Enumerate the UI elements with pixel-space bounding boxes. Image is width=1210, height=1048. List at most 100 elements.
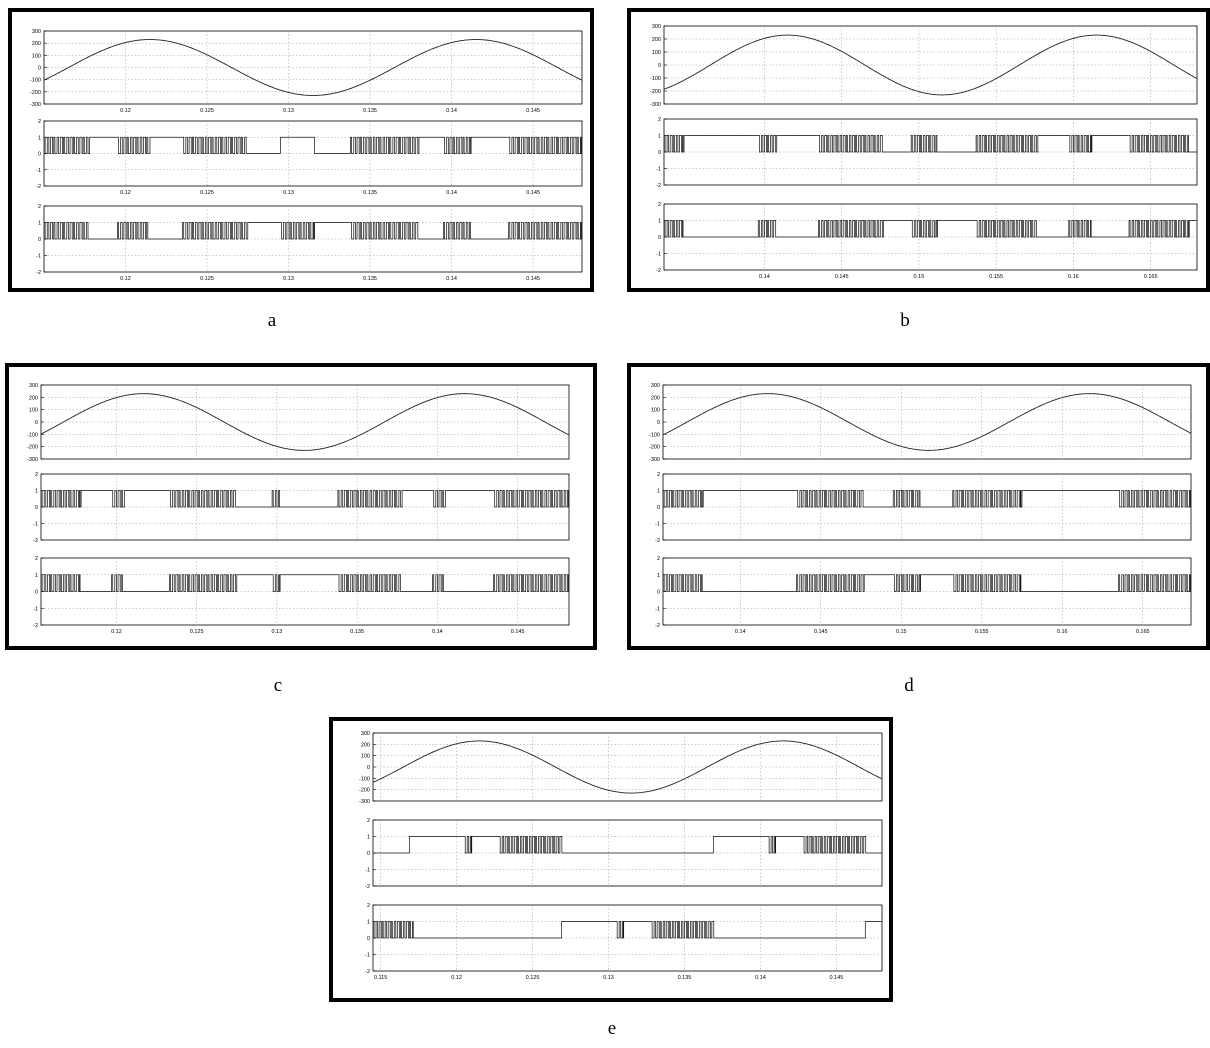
x-tick-label: 0.115 xyxy=(374,975,387,981)
y-tick-label: 0 xyxy=(367,765,370,771)
y-tick-label: -1 xyxy=(655,606,660,612)
chart-panel-c: -300 -200 -100 0 100 200 300 -2 -1 0 1 2 -2 -1 0 1 2 0.12… xyxy=(5,363,597,650)
y-tick-label: 100 xyxy=(652,50,661,56)
subplot-a-1: -300 -200 -100 0 100 200 300 0.12 0.125 0.13 0.135… xyxy=(30,29,583,114)
y-tick-label: 1 xyxy=(657,489,660,495)
x-tick-label: 0.165 xyxy=(1136,629,1150,635)
x-tick-label: 0.135 xyxy=(350,629,364,635)
x-tick-label: 0.15 xyxy=(914,274,925,280)
y-tick-label: -2 xyxy=(33,623,38,629)
chart-panel-d: -300 -200 -100 0 100 200 300 -2 -1 0 1 2 -2 -1 0 1 2 0.14… xyxy=(627,363,1210,650)
y-tick-label: 200 xyxy=(652,37,661,43)
y-tick-label: -1 xyxy=(365,868,370,874)
y-tick-label: 1 xyxy=(658,134,661,140)
y-tick-label: 100 xyxy=(29,408,38,414)
y-tick-label: 1 xyxy=(657,573,660,579)
y-tick-label: 200 xyxy=(32,41,41,47)
sine-series-line xyxy=(662,393,1192,451)
subplot-a-2: -2 -1 0 1 2 0.12 0.125 0.13 0.135 0.14 0.145 xyxy=(36,119,583,196)
x-tick-label: 0.12 xyxy=(111,629,122,635)
y-tick-label: 0 xyxy=(657,590,660,596)
chart-panel-a: -300 -200 -100 0 100 200 300 0.12 0.125 0.13 0.135… xyxy=(8,8,594,292)
y-tick-label: 100 xyxy=(361,754,370,760)
y-tick-label: 2 xyxy=(38,204,41,210)
x-tick-label: 0.135 xyxy=(678,975,692,981)
y-tick-label: -100 xyxy=(27,432,38,438)
y-tick-label: -300 xyxy=(650,102,661,108)
x-tick-label: 0.135 xyxy=(363,108,377,114)
x-tick-label: 0.14 xyxy=(759,274,770,280)
sine-series-line xyxy=(663,34,1198,96)
y-tick-label: -2 xyxy=(33,538,38,544)
y-tick-label: 0 xyxy=(657,505,660,511)
subplot-c-2: -2 -1 0 1 2 xyxy=(33,472,570,544)
x-tick-label: 0.12 xyxy=(120,276,131,282)
y-tick-label: 100 xyxy=(32,53,41,59)
x-tick-label: 0.13 xyxy=(272,629,283,635)
pulse-series-line xyxy=(373,921,882,939)
y-tick-label: -1 xyxy=(36,168,41,174)
subplot-e-3: -2 -1 0 1 2 0.115 0.12 0.125 0.13 0.135 0.14 0.145 xyxy=(365,903,883,981)
pulse-series-line xyxy=(663,490,1191,508)
y-tick-label: -2 xyxy=(655,538,660,544)
panel-label-a: a xyxy=(267,310,277,331)
x-tick-label: 0.135 xyxy=(363,190,377,196)
y-tick-label: -100 xyxy=(650,76,661,82)
x-tick-label: 0.125 xyxy=(200,190,214,196)
y-tick-label: -200 xyxy=(649,445,660,451)
y-tick-label: -2 xyxy=(36,184,41,190)
y-tick-label: 0 xyxy=(38,237,41,243)
x-tick-label: 0.145 xyxy=(526,276,540,282)
y-tick-label: -300 xyxy=(359,799,370,805)
x-tick-label: 0.155 xyxy=(989,274,1003,280)
y-tick-label: -200 xyxy=(650,89,661,95)
chart-b-svg: -300 -200 -100 0 100 200 300 -2 -1 0 1 2 -2 -1 0 1 2 0.14… xyxy=(650,24,1198,280)
y-tick-label: -200 xyxy=(359,788,370,794)
x-tick-label: 0.14 xyxy=(432,629,443,635)
x-tick-label: 0.13 xyxy=(603,975,614,981)
y-tick-label: -1 xyxy=(33,522,38,528)
subplot-a-3: -2 -1 0 1 2 0.12 0.125 0.13 0.135 0.14 0.145 xyxy=(36,204,583,282)
x-tick-label: 0.145 xyxy=(526,108,540,114)
x-tick-label: 0.125 xyxy=(200,108,214,114)
y-tick-label: 1 xyxy=(35,573,38,579)
y-tick-label: 1 xyxy=(367,920,370,926)
y-tick-label: -1 xyxy=(365,953,370,959)
x-tick-label: 0.13 xyxy=(283,276,294,282)
subplot-b-1: -300 -200 -100 0 100 200 300 xyxy=(650,24,1198,108)
x-tick-label: 0.145 xyxy=(814,629,828,635)
subplot-b-3: -2 -1 0 1 2 0.14 0.145 0.15 0.155 0.16 0.165 xyxy=(656,202,1198,280)
y-tick-label: -2 xyxy=(365,969,370,975)
y-tick-label: 2 xyxy=(367,818,370,824)
y-tick-label: 0 xyxy=(35,505,38,511)
y-tick-label: 2 xyxy=(658,202,661,208)
x-tick-label: 0.125 xyxy=(526,975,540,981)
pulse-series-line xyxy=(44,222,582,240)
y-tick-label: 1 xyxy=(35,489,38,495)
y-tick-label: 2 xyxy=(658,117,661,123)
y-tick-label: 0 xyxy=(367,851,370,857)
y-tick-label: 0 xyxy=(38,152,41,158)
y-tick-label: 1 xyxy=(367,835,370,841)
y-tick-label: -2 xyxy=(36,270,41,276)
pulse-series-line xyxy=(41,574,569,592)
x-tick-label: 0.13 xyxy=(283,190,294,196)
pulse-series-line xyxy=(41,490,569,508)
x-tick-label: 0.155 xyxy=(975,629,989,635)
sine-series-line xyxy=(43,39,583,96)
subplot-d-3: -2 -1 0 1 2 0.14 0.145 0.15 0.155 0.16 0.165 xyxy=(655,556,1192,635)
y-tick-label: -1 xyxy=(656,167,661,173)
y-tick-label: 2 xyxy=(367,903,370,909)
subplot-c-1: -300 -200 -100 0 100 200 300 xyxy=(27,383,570,463)
panel-label-d: d xyxy=(904,675,914,696)
y-tick-label: 0 xyxy=(658,63,661,69)
y-tick-label: -1 xyxy=(656,252,661,258)
y-tick-label: 1 xyxy=(38,135,41,141)
y-tick-label: 0 xyxy=(657,420,660,426)
subplot-d-2: -2 -1 0 1 2 xyxy=(655,472,1192,544)
x-tick-label: 0.145 xyxy=(511,629,525,635)
y-tick-label: 2 xyxy=(35,556,38,562)
y-tick-label: -2 xyxy=(656,183,661,189)
subplot-d-1: -300 -200 -100 0 100 200 300 xyxy=(649,383,1192,463)
